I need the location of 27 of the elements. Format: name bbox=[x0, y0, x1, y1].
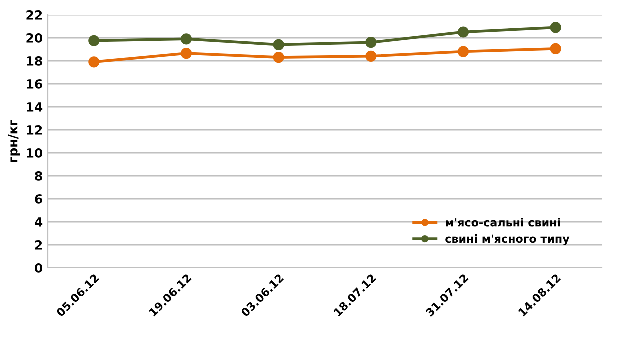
y-tick-label: 18 bbox=[27, 56, 42, 66]
legend-label: м'ясо-сальні свині bbox=[446, 218, 560, 227]
point bbox=[550, 22, 562, 34]
point bbox=[88, 35, 100, 46]
y-tick-label: 16 bbox=[27, 79, 42, 89]
legend-label: свині м'ясного типу bbox=[446, 234, 570, 246]
y-tick-label: 22 bbox=[26, 10, 42, 20]
point bbox=[550, 43, 562, 54]
y-tick-label: 20 bbox=[26, 33, 43, 43]
point bbox=[458, 26, 470, 38]
y-tick-label: 10 bbox=[27, 148, 43, 158]
point bbox=[458, 46, 470, 58]
point bbox=[180, 34, 192, 45]
point bbox=[180, 48, 192, 60]
point bbox=[273, 39, 284, 50]
point bbox=[366, 37, 377, 48]
point bbox=[273, 52, 284, 64]
y-tick-label: 6 bbox=[35, 194, 42, 204]
y-axis-title: грн/кг bbox=[8, 120, 20, 162]
point bbox=[366, 50, 377, 62]
y-tick-label: 4 bbox=[35, 218, 43, 227]
y-tick-label: 2 bbox=[35, 240, 42, 250]
y-tick-label: 0 bbox=[35, 263, 43, 273]
y-tick-label: 12 bbox=[27, 125, 42, 135]
point bbox=[88, 56, 100, 68]
y-tick-label: 14 bbox=[27, 102, 43, 112]
y-tick-label: 8 bbox=[35, 171, 42, 181]
